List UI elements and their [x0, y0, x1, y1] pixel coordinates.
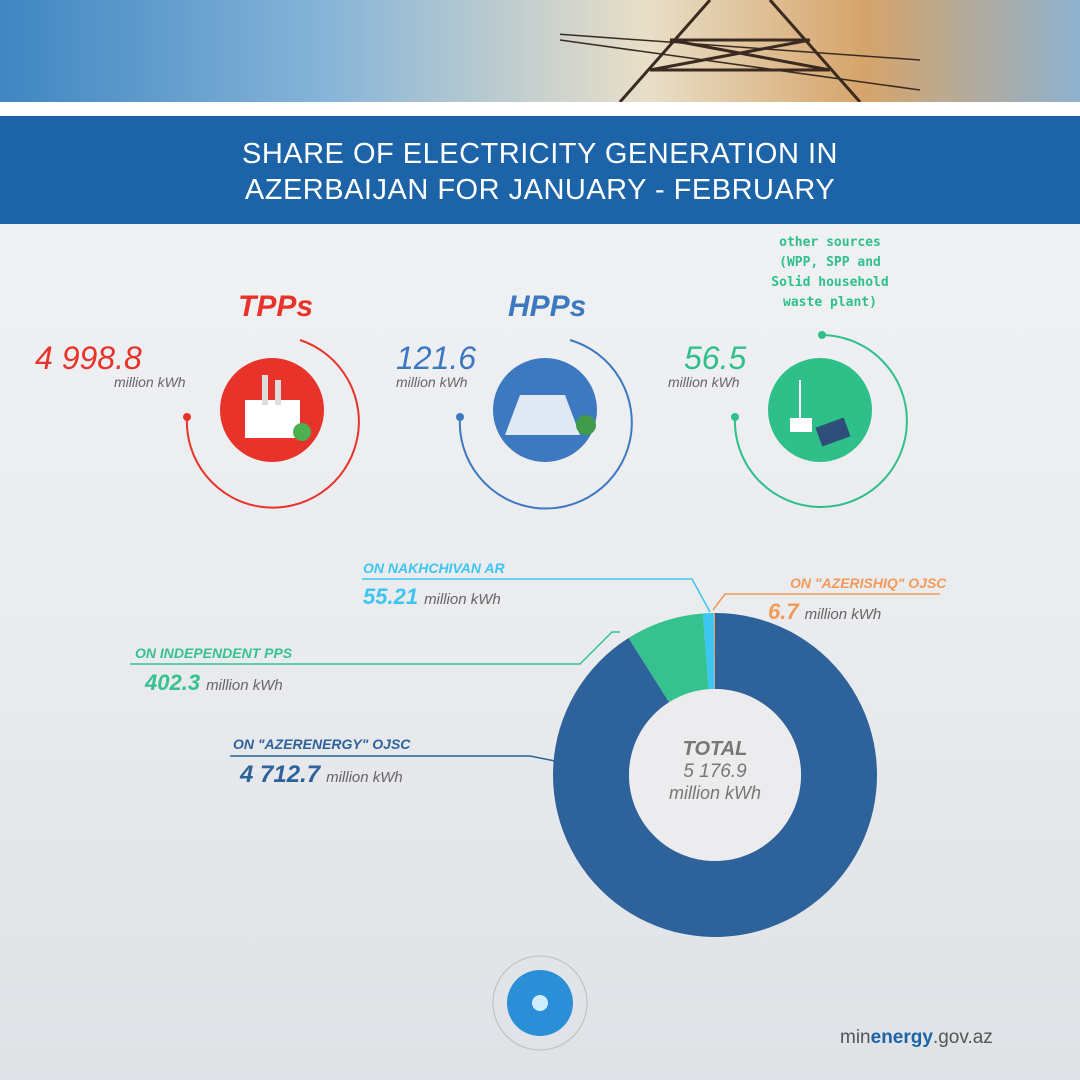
label-azerishiq: ON "AZERISHIQ" OJSC — [790, 575, 947, 591]
donut-hole — [629, 689, 801, 861]
tpp-ring — [183, 339, 360, 509]
hpp-value: 121.6 — [396, 340, 477, 376]
value-independent: 402.3 million kWh — [145, 670, 283, 695]
power-tower-image — [560, 0, 920, 102]
slice-nakhchivan — [702, 613, 715, 690]
tpp-title: TPPs — [238, 290, 314, 323]
other-title: other sources (WPP, SPP and Solid househol… — [771, 235, 889, 310]
leader-lines — [130, 578, 940, 763]
renewable-plant-icon — [768, 358, 872, 462]
value-azerishiq: 6.7 million kWh — [768, 599, 882, 624]
title-banner: SHARE OF ELECTRICITY GENERATION IN AZERB… — [0, 116, 1080, 224]
other-value: 56.5 — [684, 340, 747, 376]
value-nakhchivan: 55.21 million kWh — [363, 584, 501, 609]
other-unit: million kWh — [668, 374, 740, 390]
tpp-value: 4 998.8 — [35, 340, 142, 376]
value-azerenergy: 4 712.7 million kWh — [240, 761, 403, 788]
hpp-unit: million kWh — [396, 374, 468, 390]
hpp-ring — [456, 339, 633, 510]
title-line-1: SHARE OF ELECTRICITY GENERATION IN — [241, 138, 838, 170]
label-independent: ON INDEPENDENT PPS — [135, 645, 293, 661]
donut-center-label: TOTAL 5 176.9 million kWh — [668, 738, 761, 803]
label-nakhchivan: ON NAKHCHIVAN AR — [363, 560, 505, 576]
title-line-2: AZERBAIJAN FOR JANUARY - FEBRUARY — [244, 174, 836, 206]
tpp-unit: million kWh — [114, 374, 186, 390]
slice-azerenergy — [553, 613, 878, 938]
header-photo — [0, 0, 1080, 102]
other-ring — [731, 331, 908, 508]
website-link[interactable]: minenergy.gov.az — [840, 1027, 993, 1048]
donut-chart — [553, 613, 878, 938]
slice-independent — [628, 613, 709, 703]
label-azerenergy: ON "AZERENERGY" OJSC — [233, 736, 411, 752]
slice-azerishiq — [713, 613, 715, 690]
hpp-title: HPPs — [508, 290, 587, 323]
